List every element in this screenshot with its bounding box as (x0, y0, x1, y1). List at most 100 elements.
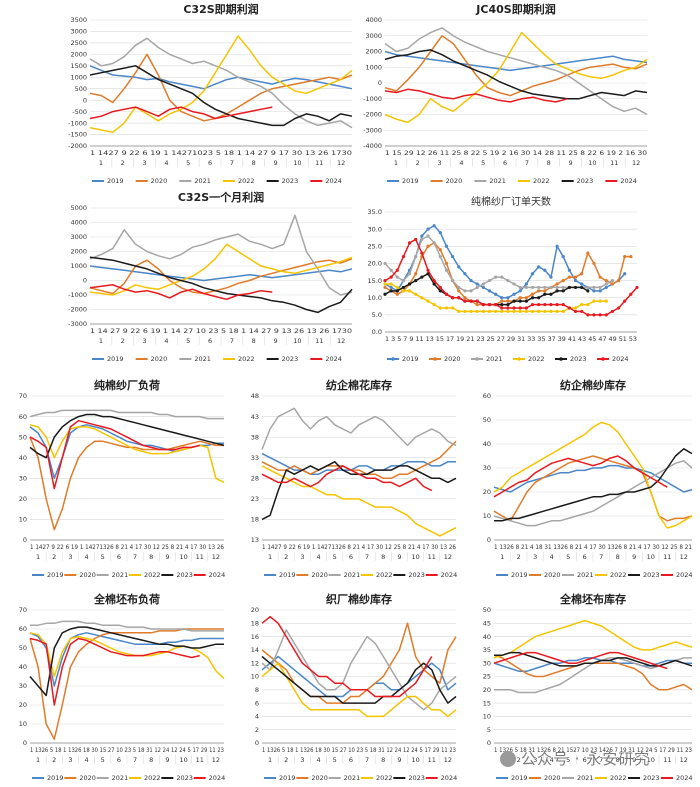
x-month-label: 1 (99, 159, 103, 167)
series-point-2020 (604, 278, 608, 283)
x-month-label: 4 (550, 553, 554, 561)
series-point-2021 (506, 278, 510, 283)
y-tick-label: 3000 (70, 233, 87, 241)
legend-label: 2023 (282, 355, 299, 363)
legend-label: 2022 (610, 774, 627, 782)
chart-jc40s-spot: JC40S即期利润 4000 3000 2000 1000 0 -1000 -2000 -300… (363, 2, 648, 185)
series-line-2021 (261, 407, 457, 450)
series-point-2019 (555, 244, 559, 248)
series-point-2023 (395, 289, 399, 293)
x-month-label: 9 (165, 553, 169, 561)
series-point-2021 (592, 285, 596, 290)
legend-marker (475, 357, 479, 361)
series-point-2021 (395, 275, 399, 279)
series-point-2019 (598, 289, 602, 293)
y-tick-label: 18 (251, 620, 259, 628)
x-month-label: 1 (268, 756, 272, 764)
series-point-2024 (512, 306, 516, 310)
y-tick-label: 20 (251, 606, 259, 614)
y-tick-label: 0 (23, 536, 27, 544)
series-point-2021 (420, 237, 424, 242)
series-point-2019 (426, 227, 430, 231)
series-point-2022 (407, 289, 412, 293)
series-point-2020 (475, 302, 479, 307)
y-tick-label: 40 (483, 633, 491, 641)
series-point-2021 (543, 285, 547, 290)
chart-title: 纺企棉纱库存 (560, 378, 626, 392)
series-line-2024 (29, 419, 200, 490)
series-point-2024 (420, 251, 424, 255)
series-line-2022 (29, 424, 225, 484)
y-tick-label: 5.0 (372, 311, 382, 319)
series-line-2020 (493, 654, 693, 691)
legend-label: 2020 (79, 774, 96, 782)
series-line-2020 (29, 628, 224, 740)
y-tick-label: 50 (483, 606, 491, 614)
y-tick-label: 10 (483, 713, 491, 721)
series-point-2021 (598, 285, 602, 290)
series-point-2021 (475, 285, 479, 290)
y-tick-label: -500 (72, 108, 87, 116)
x-month-label: 4 (317, 553, 321, 561)
series-point-2019 (438, 230, 442, 235)
series-point-2020 (623, 254, 627, 259)
series-line-2020 (261, 440, 457, 480)
y-tick-label: 45 (483, 620, 491, 628)
x-tick-labels: 1 1427 9 22 6 19 1 14271326 8 21 4 17 30… (262, 543, 456, 551)
series-point-2019 (432, 224, 436, 228)
legend-label: 2022 (376, 571, 393, 579)
series-line-2023 (89, 65, 353, 127)
series-point-2020 (444, 261, 449, 266)
series-point-2023 (586, 289, 590, 293)
x-month-label: 8 (149, 553, 153, 561)
x-tick-labels: 1 1427 9 22 6 19 1 14271023 5 18 1 14 27… (90, 149, 352, 157)
x-month-label: 6 (583, 553, 587, 561)
x-tick-labels: 1 1326 8 21 4 18 31 1326 8 21 4 17 30 13… (494, 543, 692, 551)
series-point-2021 (610, 278, 615, 283)
chart-yarn-load: 纯棉纱厂负荷 70 60 50 40 30 20 10 01 1427 9 22 6 19 1 … (19, 378, 225, 579)
series-point-2019 (549, 275, 553, 279)
legend-label: 2021 (112, 774, 129, 782)
series-line-2019 (384, 50, 648, 72)
series-point-2024 (432, 278, 436, 283)
series-point-2023 (561, 289, 565, 293)
y-tick-label: 60 (483, 392, 491, 400)
series-point-2022 (469, 309, 473, 314)
series-point-2023 (567, 285, 571, 290)
x-month-label: 3 (68, 553, 72, 561)
series-line-2019 (89, 65, 353, 90)
y-tick-label: 30 (483, 659, 491, 667)
series-point-2020 (555, 282, 559, 286)
series-point-2023 (438, 289, 442, 293)
series-point-2024 (494, 302, 498, 307)
series-point-2024 (469, 299, 473, 303)
x-month-label: 11 (610, 159, 618, 167)
x-tick-labels: 1 14 27 9 22 6 19 1 14 27 10 23 5 18 1 1… (90, 327, 352, 335)
series-line-2022 (89, 243, 353, 296)
x-month-label: 10 (411, 756, 419, 764)
legend-label: 2019 (279, 571, 296, 579)
chart-title: 织厂棉纱库存 (326, 592, 392, 606)
y-tick-label: 0 (83, 277, 87, 285)
series-point-2020 (506, 299, 510, 303)
series-point-2023 (549, 292, 553, 296)
series-point-2022 (506, 309, 510, 314)
x-month-label: 5 (481, 159, 485, 167)
x-month-label: 9 (397, 756, 401, 764)
series-point-2019 (573, 278, 578, 283)
x-month-label: 7 (365, 756, 369, 764)
series-point-2020 (598, 275, 602, 279)
series-point-2022 (457, 309, 461, 314)
chart-title: 纯棉纱厂负荷 (94, 378, 160, 392)
series-point-2024 (598, 313, 602, 317)
y-tick-label: 50 (483, 416, 491, 424)
series-point-2023 (524, 299, 528, 303)
series-point-2020 (573, 275, 578, 279)
series-point-2023 (506, 302, 510, 307)
y-tick-label: 25 (483, 673, 491, 681)
series-line-2019 (29, 632, 224, 687)
x-tick-labels: 1 1326 5 18 31 1326 8 21 1527 10 23 1426… (494, 746, 692, 754)
legend-label: 2021 (194, 177, 211, 185)
x-tick-labels: 1 3 5 7 9 11 13 15 17 19 21 23 25 27 29 … (385, 335, 637, 343)
x-month-label: 1 (500, 553, 504, 561)
